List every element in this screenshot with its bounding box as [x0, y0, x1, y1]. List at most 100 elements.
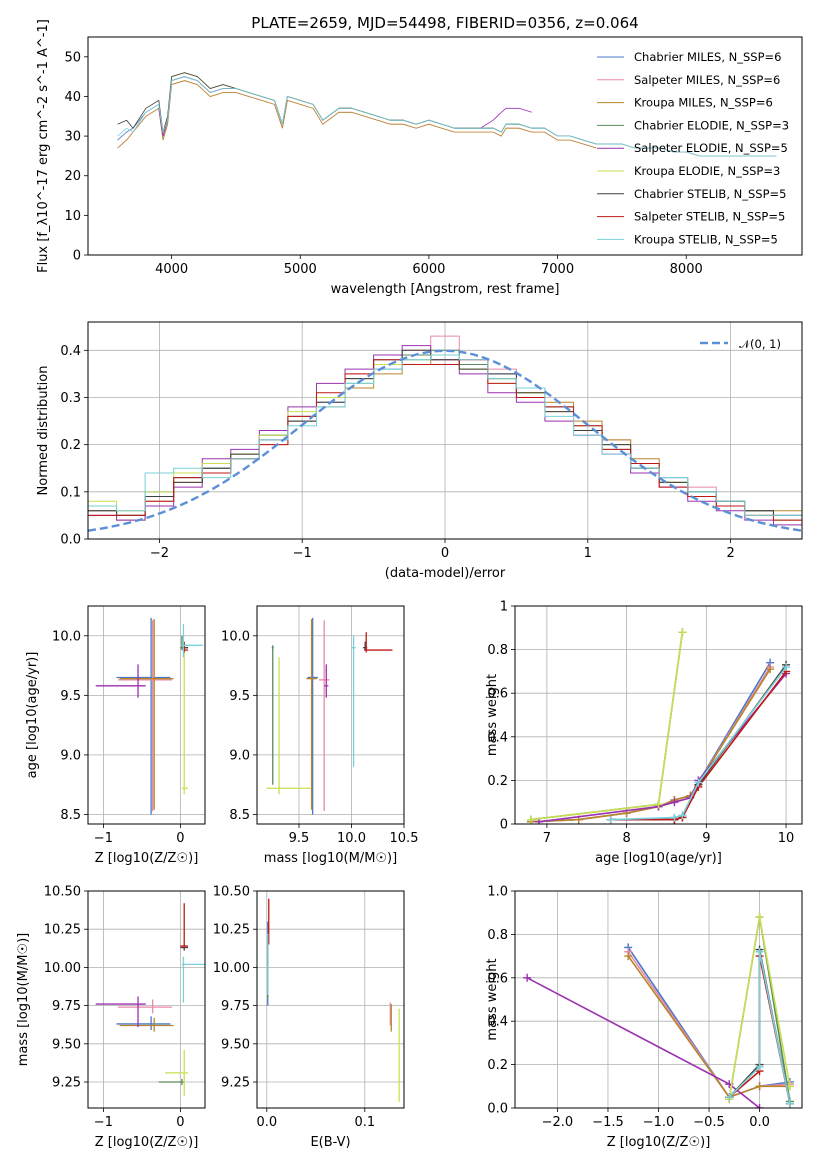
y-tick-label: 20: [64, 169, 81, 184]
y-tick-label: 0.4: [60, 344, 81, 359]
legend: 𝒩(0, 1): [700, 337, 781, 351]
y-tick-label: 9.75: [221, 999, 250, 1014]
y-tick-label: 50: [64, 50, 81, 65]
x-tick-label: 5000: [284, 262, 317, 277]
plot-area: [523, 913, 794, 1108]
x-axis-label: Z [log10(Z/Z☉)]: [95, 1135, 199, 1150]
y-tick-label: 1: [500, 600, 508, 615]
y-axis-label: mass weight: [485, 958, 500, 1040]
y-tick-label: 0.1: [60, 485, 81, 500]
y-tick-label: 8.5: [60, 808, 81, 823]
panel-5: 7 8 9 10 0 0.2 0.4 0.6 0.8 1 age [log10(age/yr)] ma…: [485, 600, 803, 866]
y-tick-label: 10.00: [213, 961, 250, 976]
legend-label: 𝒩(0, 1): [739, 337, 781, 351]
weight-marker: [526, 815, 535, 824]
y-tick-label: 0.4: [487, 730, 508, 745]
x-tick-label: 0: [441, 546, 449, 561]
weight-marker: [755, 1104, 764, 1108]
y-tick-label: 10: [64, 209, 81, 224]
x-tick-label: 0.1: [354, 1115, 375, 1130]
y-tick-label: 0.6: [487, 971, 508, 986]
x-axis-label: wavelength [Angstrom, rest frame]: [331, 282, 560, 297]
weight-marker: [678, 811, 687, 820]
x-tick-label: −1.5: [592, 1115, 624, 1130]
x-tick-label: 7000: [541, 262, 574, 277]
weight-line: [610, 670, 787, 821]
legend-label: Salpeter MILES, N_SSP=6: [634, 73, 780, 87]
panel-7: 0.0 0.1 9.25 9.50 9.75 10.00 10.25 10.50 E(B-V): [213, 885, 405, 1150]
y-tick-label: 9.0: [60, 748, 81, 763]
x-tick-label: 6000: [412, 262, 445, 277]
y-tick-label: 0: [73, 249, 81, 264]
panel-1: 4000 5000 6000 7000 8000 0 10 20 30 40 50 wavelengt…: [36, 14, 803, 297]
y-tick-label: 0: [500, 818, 508, 833]
legend-label: Chabrier ELODIE, N_SSP=3: [634, 118, 789, 132]
x-tick-label: −1.0: [643, 1115, 675, 1130]
y-tick-label: 8.5: [229, 808, 250, 823]
spectrum-line: [158, 76, 532, 137]
y-tick-label: 0.0: [487, 1102, 508, 1117]
weight-marker: [606, 815, 615, 824]
weight-line: [728, 951, 791, 1104]
weight-marker: [670, 798, 679, 807]
y-tick-label: 0.0: [60, 533, 81, 548]
weight-marker: [624, 952, 633, 961]
y-axis-label: mass [log10(M/M☉)]: [16, 933, 31, 1066]
x-tick-label: 2: [726, 546, 734, 561]
y-tick-label: 0.6: [487, 687, 508, 702]
panel-3: −1 0 8.5 9.0 9.5 10.0 Z [log10(Z/Z☉)] age [log1…: [25, 605, 206, 866]
axes-frame: [87, 605, 206, 825]
x-tick-label: 1: [584, 546, 592, 561]
histogram-step: [88, 354, 802, 516]
x-tick-label: −0.5: [693, 1115, 725, 1130]
x-axis-label: (data-model)/error: [385, 566, 506, 581]
axes-frame: [256, 605, 405, 825]
y-tick-label: 0.4: [487, 1015, 508, 1030]
weight-marker: [755, 1082, 764, 1091]
y-axis-label: Flux [f_λ10^-17 erg cm^-2 s^-1 A^-1]: [36, 19, 51, 273]
y-tick-label: 10.00: [44, 961, 81, 976]
weight-line: [526, 977, 761, 1108]
x-tick-label: 10: [778, 831, 795, 846]
legend-label: Kroupa STELIB, N_SSP=5: [634, 232, 778, 246]
y-tick-label: 0.2: [60, 438, 81, 453]
spectrum-line: [117, 80, 597, 149]
x-tick-label: 0: [176, 831, 184, 846]
x-tick-label: 4000: [155, 262, 188, 277]
x-tick-label: 9.5: [289, 831, 310, 846]
weight-line: [538, 673, 787, 823]
chart-title: PLATE=2659, MJD=54498, FIBERID=0356, z=0…: [251, 14, 638, 32]
panel-2: −2 −1 0 1 2 0.0 0.1 0.2 0.3 0.4 (data-model)/error…: [36, 321, 803, 581]
weight-marker: [523, 973, 532, 982]
y-tick-label: 9.50: [52, 1037, 81, 1052]
x-axis-label: mass [log10(M/M☉)]: [264, 851, 397, 866]
x-tick-label: −2: [150, 546, 169, 561]
y-tick-label: 9.25: [52, 1076, 81, 1091]
y-tick-label: 0.3: [60, 391, 81, 406]
weight-marker: [782, 663, 791, 672]
weight-marker: [654, 800, 663, 809]
weight-line: [610, 666, 787, 821]
y-tick-label: 1.0: [487, 885, 508, 900]
x-tick-label: 8: [622, 831, 630, 846]
weight-marker: [785, 1099, 794, 1108]
x-tick-label: −2.0: [542, 1115, 574, 1130]
x-axis-label: E(B-V): [310, 1135, 350, 1150]
weight-line: [530, 668, 771, 823]
plot-area: [267, 898, 400, 1102]
x-axis-label: Z [log10(Z/Z☉)]: [95, 851, 199, 866]
y-tick-label: 10.25: [44, 923, 81, 938]
legend-label: Kroupa ELODIE, N_SSP=3: [634, 164, 780, 178]
x-axis-label: Z [log10(Z/Z☉)]: [607, 1135, 711, 1150]
plot-area: [88, 335, 802, 532]
axes-frame: [87, 890, 206, 1109]
spectrum-line: [158, 76, 532, 137]
y-tick-label: 10.0: [221, 629, 250, 644]
plot-area: [95, 617, 203, 815]
weight-marker: [678, 628, 687, 637]
y-tick-label: 10.0: [52, 629, 81, 644]
x-tick-label: 0.0: [256, 1115, 277, 1130]
weight-marker: [694, 778, 703, 787]
weight-marker: [755, 947, 764, 956]
panel-6: −1 0 9.25 9.50 9.75 10.00 10.25 10.50 Z [log10(Z…: [16, 885, 206, 1150]
